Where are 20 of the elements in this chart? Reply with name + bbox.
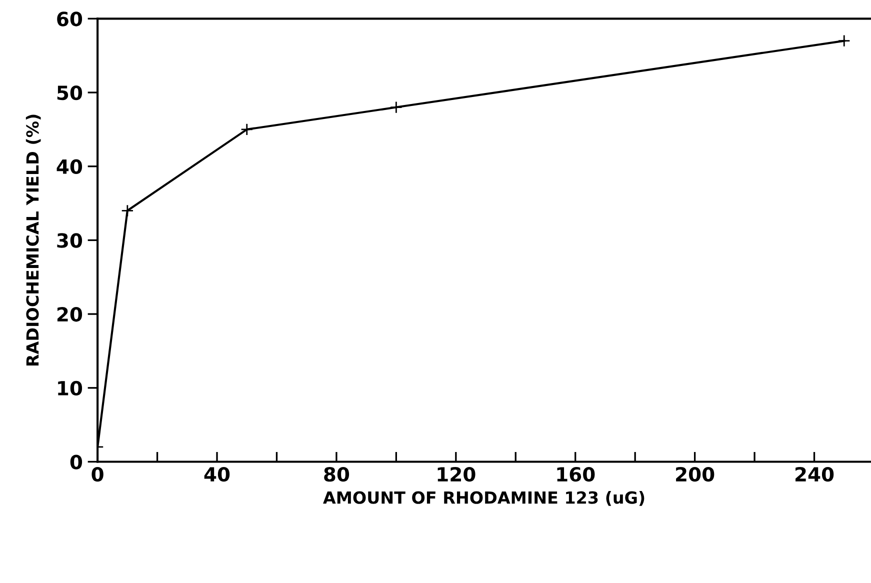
y-tick-label: 40 (56, 159, 82, 174)
y-axis-title: RADIOCHEMICAL YIELD (%) (26, 114, 41, 366)
y-tick-label: 20 (57, 307, 82, 322)
x-tick-label: 40 (204, 466, 230, 482)
y-tick-label: 30 (57, 233, 82, 248)
x-tick-label: 160 (557, 466, 595, 482)
y-tick-label: 10 (58, 380, 82, 396)
x-tick-label: 80 (324, 466, 350, 482)
y-tick-label: 60 (57, 12, 82, 26)
point (121, 204, 134, 217)
point (240, 123, 254, 136)
point (390, 101, 402, 114)
x-tick-label: 240 (796, 466, 834, 482)
y-tick-label: 50 (57, 85, 82, 100)
point (838, 34, 850, 48)
x-tick-label: 0 (92, 466, 104, 482)
y-tick-label: 0 (70, 454, 82, 470)
x-tick-label: 120 (438, 466, 476, 482)
x-axis-title: AMOUNT OF RHODAMINE 123 (uG) (323, 490, 644, 506)
x-tick-label: 200 (676, 466, 714, 482)
